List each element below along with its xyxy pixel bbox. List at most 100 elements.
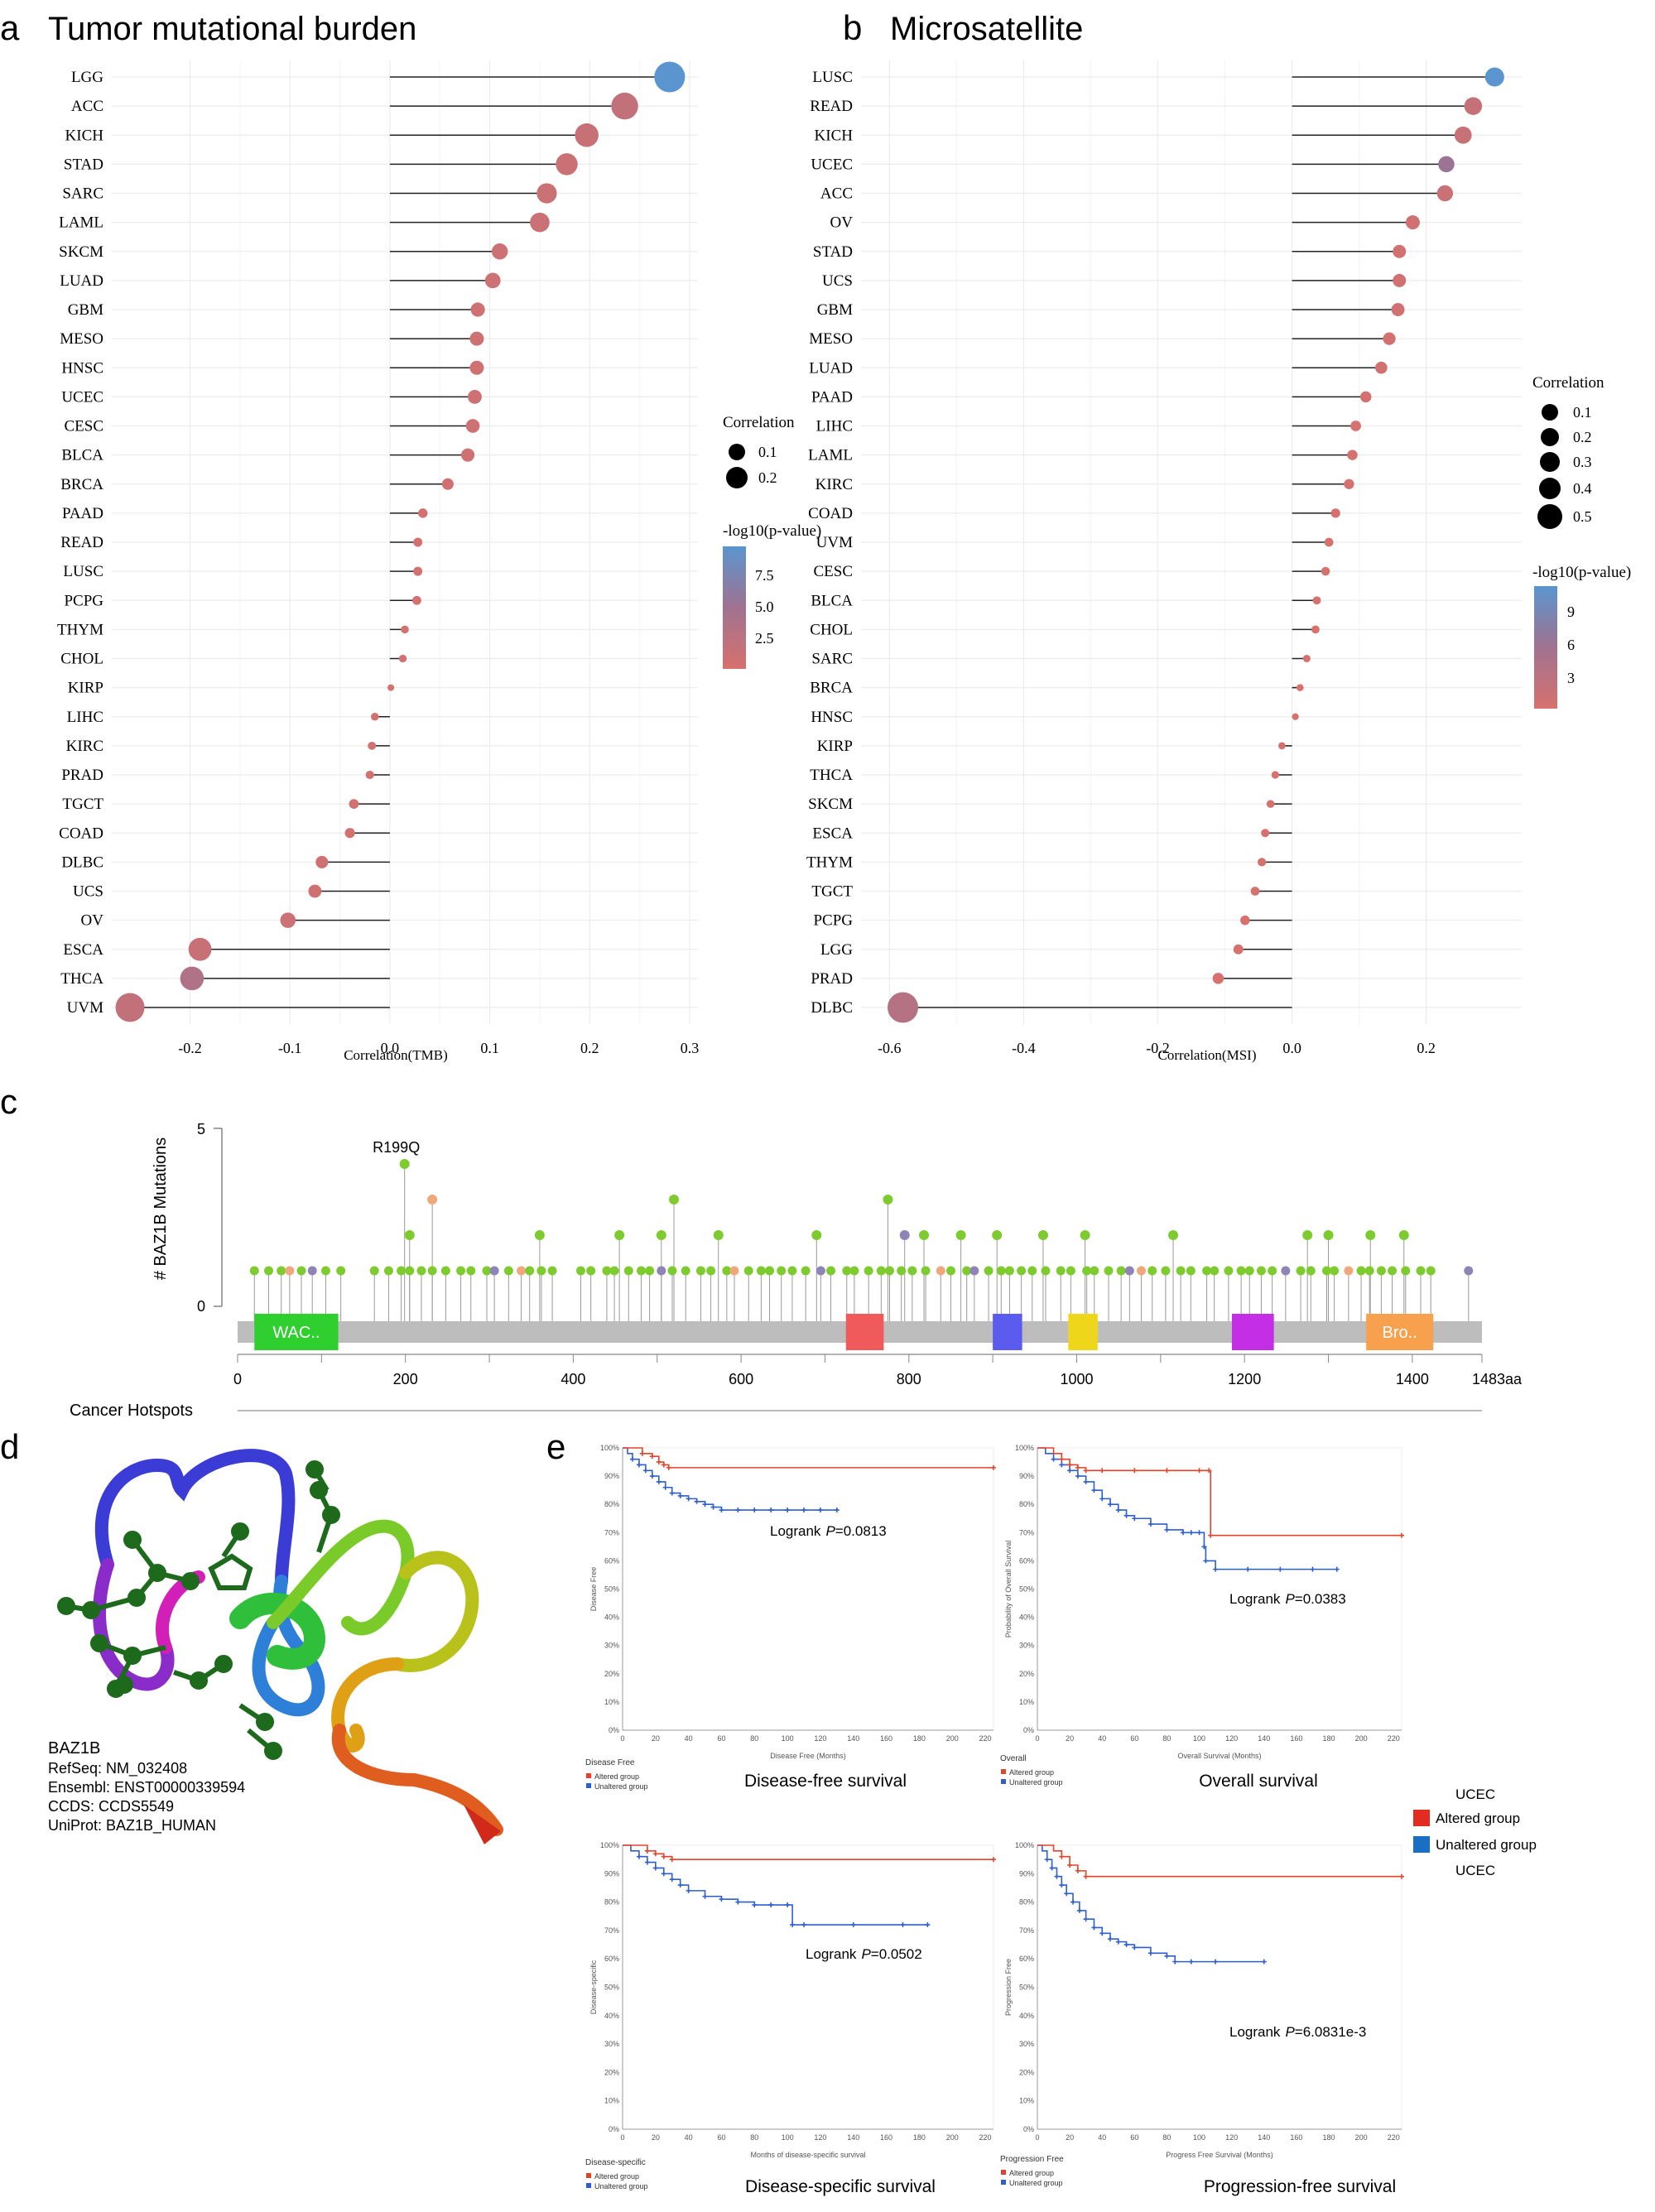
mutation-head: [1041, 1266, 1051, 1276]
a-category-stad: STAD: [64, 156, 103, 173]
a-point-tgct: [349, 799, 359, 809]
b-category-ucec: UCEC: [811, 156, 853, 173]
km-unaltered-censor-3: [1132, 1945, 1138, 1950]
km-xtick-2-0: 0: [620, 2133, 624, 2142]
mutation-head: [743, 1266, 753, 1276]
km-unaltered-censor-1: [1196, 1530, 1202, 1536]
km-p-value-3: =6.0831e-3: [1295, 2024, 1367, 2040]
protein-ribbon-structure: [57, 1449, 503, 1844]
mutation-head: [667, 1266, 677, 1276]
mutation-head: [921, 1266, 931, 1276]
km-ytick-0-2: 20%: [604, 1670, 619, 1678]
km-xtick-3-3: 60: [1130, 2133, 1138, 2142]
mutations-xtick-1: 200: [393, 1371, 418, 1387]
km-unaltered-censor-3: [1070, 1899, 1076, 1905]
tmb-legend-color-title: -log10(p-value): [723, 522, 821, 540]
mutation-head: [285, 1266, 295, 1276]
km-xtick-2-7: 140: [847, 2133, 859, 2142]
km-ytick-3-8: 80%: [1019, 1898, 1034, 1907]
b-point-laml: [1347, 450, 1358, 460]
km-ytick-0-1: 10%: [604, 1698, 619, 1706]
km-unaltered-censor-3: [1123, 1942, 1129, 1948]
mutation-head: [645, 1266, 655, 1276]
km-xtick-3-9: 180: [1322, 2133, 1335, 2142]
km-ytick-3-4: 40%: [1019, 2012, 1034, 2020]
km-legend-altered-swatch-2: [586, 2173, 591, 2178]
a-category-kirp: KIRP: [68, 680, 103, 697]
mutation-head: [1322, 1266, 1332, 1276]
b-category-thca: THCA: [810, 767, 853, 784]
mutation-head: [1066, 1266, 1075, 1276]
mutation-head: [826, 1266, 836, 1276]
km-unaltered-censor-3: [1091, 1925, 1097, 1931]
mutation-head: [1082, 1266, 1092, 1276]
mutation-head: [517, 1266, 527, 1276]
km-plot-area-0: [622, 1447, 994, 1731]
km-unaltered-censor-0: [636, 1462, 642, 1468]
mutation-head: [296, 1266, 306, 1276]
km-ylabel-3: Progression Free: [1004, 1959, 1013, 2016]
mutation-head-peak: [1365, 1230, 1376, 1240]
mutation-head: [1268, 1266, 1277, 1276]
km-xtick-2-11: 220: [979, 2133, 992, 2142]
a-point-read: [413, 537, 423, 547]
km-p-label-1: P: [1285, 1591, 1295, 1607]
km-xtick-2-5: 100: [782, 2133, 794, 2142]
a-point-blca: [460, 448, 475, 462]
mutation-head-peak: [955, 1230, 966, 1240]
km-ylabel-0: Disease Free: [589, 1567, 598, 1612]
km-ytick-2-3: 30%: [604, 2040, 619, 2048]
a-category-prad: PRAD: [61, 767, 103, 784]
km-title-0: Disease-free survival: [744, 1772, 907, 1791]
km-ytick-2-1: 10%: [604, 2097, 619, 2105]
km-unaltered-censor-1: [1310, 1566, 1316, 1572]
km-xtick-0-3: 60: [717, 1734, 725, 1743]
mutations-xtick-5: 1000: [1060, 1371, 1093, 1387]
mutation-head: [466, 1266, 476, 1276]
mutation-head: [962, 1266, 972, 1276]
km-unaltered-censor-3: [1076, 1907, 1082, 1913]
b-point-meso: [1383, 332, 1396, 345]
mutation-head: [503, 1266, 513, 1276]
mutations-xtick-8: 1483aa: [1472, 1371, 1523, 1387]
b-category-laml: LAML: [808, 447, 853, 464]
mutation-head: [336, 1266, 346, 1276]
tmb-legend-color-label-5.0: 5.0: [755, 599, 774, 615]
km-ytick-0-7: 70%: [604, 1528, 619, 1536]
msi-legend-size-label-0.4: 0.4: [1573, 480, 1592, 497]
a-category-thca: THCA: [60, 970, 103, 988]
ribbon-segment-green-helix: [229, 1593, 326, 1670]
panel-a-tmb-chart: Tumor mutational burden LGG ACC KICH STAD SA…: [48, 11, 821, 1063]
mutation-head: [1161, 1266, 1171, 1276]
a-point-cesc: [465, 419, 480, 433]
km-legend-unaltered-0: Unaltered group: [594, 1782, 648, 1791]
b-category-ucs: UCS: [822, 272, 853, 290]
km-ytick-1-9: 90%: [1019, 1472, 1034, 1480]
protein-domain-2: [993, 1314, 1022, 1350]
km-plot-area-2: [622, 1844, 994, 2130]
km-unaltered-censor-3: [1108, 1936, 1113, 1942]
km-unaltered-censor-1: [1067, 1468, 1073, 1474]
a-category-acc: ACC: [71, 98, 103, 115]
km-xtick-2-4: 80: [750, 2133, 758, 2142]
km-unaltered-censor-3: [1261, 1959, 1267, 1964]
mutation-stems: [253, 1164, 1470, 1321]
km-legend-unaltered-2: Unaltered group: [594, 2182, 648, 2190]
a-category-read: READ: [60, 534, 103, 551]
mutation-head: [842, 1266, 852, 1276]
km-legend-altered-3: Altered group: [1009, 2169, 1054, 2177]
km-unaltered-censor-1: [1091, 1488, 1097, 1493]
km-ytick-0-5: 50%: [604, 1585, 619, 1594]
mutation-head: [602, 1266, 612, 1276]
mutation-head: [681, 1266, 690, 1276]
msi-legend-size-0.1: [1542, 404, 1558, 421]
mutation-head: [1306, 1266, 1316, 1276]
mutation-head: [1416, 1266, 1426, 1276]
b-category-blca: BLCA: [811, 592, 853, 609]
km-xtick-2-1: 20: [652, 2133, 660, 2142]
km-legend-title-0: Disease Free: [585, 1758, 635, 1767]
tmb-title: Tumor mutational burden: [48, 11, 416, 47]
b-point-lgg: [1233, 944, 1244, 955]
a-point-lusc: [413, 566, 423, 576]
mutation-head-peak: [656, 1230, 666, 1240]
